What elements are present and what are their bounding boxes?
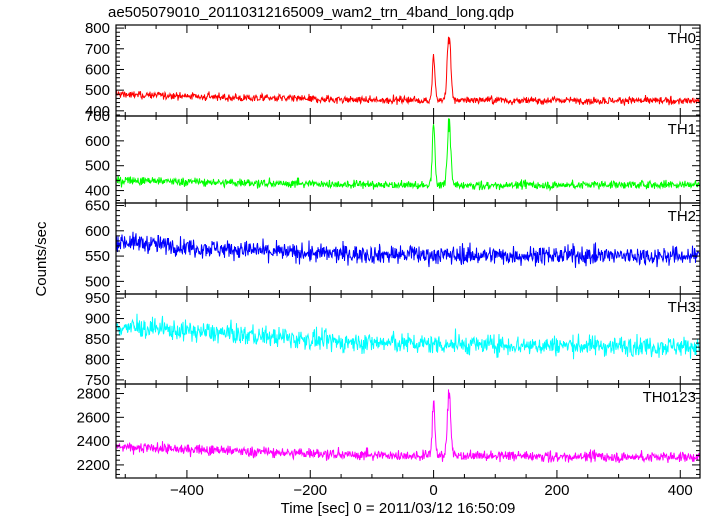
panel-label: TH1	[668, 121, 696, 138]
panel-label: TH3	[668, 299, 696, 316]
y-tick-label: 500	[85, 82, 110, 99]
series-line-th1	[116, 118, 700, 192]
panel-th0: 400 500 600 700 800 TH0	[85, 20, 701, 120]
y-tick-label: 600	[85, 133, 110, 150]
y-tick-label: 400	[85, 103, 110, 120]
y-tick-label: 850	[85, 331, 110, 348]
y-tick-label: 2600	[77, 409, 110, 426]
x-tick-label: 0	[429, 482, 437, 499]
y-tick-label: 550	[85, 248, 110, 265]
y-tick-label: 500	[85, 158, 110, 175]
panel-th1: 400 500 600 700 TH1	[85, 108, 701, 204]
x-axis-label: Time [sec] 0 = 2011/03/12 16:50:09	[281, 500, 516, 516]
x-tick-label: 400	[668, 482, 693, 499]
y-tick-label: 2800	[77, 386, 110, 403]
y-tick-label: 2400	[77, 433, 110, 450]
panel-label: TH2	[668, 208, 696, 225]
panel-th2: 500 550 600 650 TH2	[85, 198, 701, 295]
y-tick-label: 800	[85, 351, 110, 368]
y-tick-label: 900	[85, 311, 110, 328]
series-line-th0	[116, 36, 700, 106]
panel-label: TH0	[668, 30, 696, 47]
panel-th3: 750 800 850 900 950 TH3	[85, 290, 701, 389]
y-tick-label: 400	[85, 183, 110, 200]
x-tick-label: −400	[170, 482, 204, 499]
y-tick-label: 2200	[77, 457, 110, 474]
panel-label: TH0123	[643, 389, 696, 406]
panel-frame	[115, 383, 701, 479]
x-axis: −400 −200 0 200 400	[170, 482, 693, 499]
panel-frame	[115, 115, 701, 204]
y-axis-label: Counts/sec	[33, 221, 50, 297]
panel-th0123: 2200 2400 2600 2800 TH0123	[77, 383, 701, 479]
y-tick-label: 600	[85, 223, 110, 240]
y-tick-label: 650	[85, 198, 110, 215]
y-tick-label: 950	[85, 290, 110, 307]
y-tick-label: 700	[85, 108, 110, 125]
y-tick-label: 750	[85, 372, 110, 389]
y-tick-label: 500	[85, 273, 110, 290]
y-tick-label: 800	[85, 20, 110, 37]
y-tick-label: 700	[85, 41, 110, 58]
x-tick-label: −200	[293, 482, 327, 499]
plot-title: ae505079010_20110312165009_wam2_trn_4ban…	[108, 4, 514, 21]
panels: 400 500 600 700 800 TH0 400 500 600 700 TH1 500 550 6…	[77, 20, 701, 479]
series-line-th3	[116, 313, 700, 360]
x-tick-label: 200	[544, 482, 569, 499]
y-tick-label: 600	[85, 61, 110, 78]
series-line-th2	[116, 231, 700, 268]
series-line-th0123	[116, 389, 700, 464]
